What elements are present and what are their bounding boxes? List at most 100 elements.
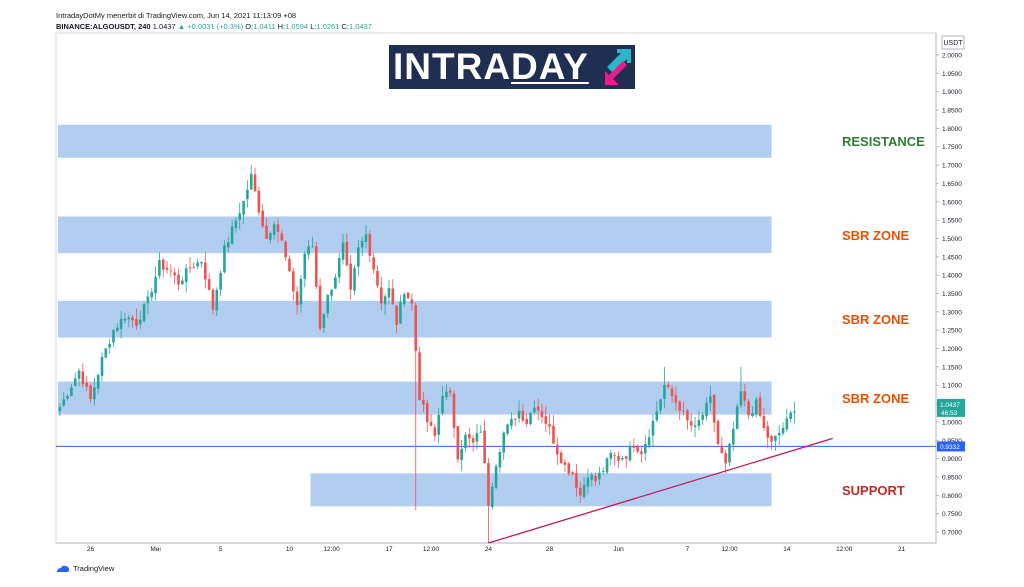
candle-body (181, 280, 184, 285)
candle-body (724, 453, 727, 464)
y-tick-label: 1.6000 (942, 199, 962, 206)
candle-body (605, 458, 609, 473)
candle-body (663, 384, 666, 399)
candle-body (380, 287, 383, 304)
candle-body (502, 432, 506, 453)
candle-body (525, 419, 528, 424)
candle-body (732, 428, 735, 445)
candle-body (353, 268, 356, 291)
candle-body (670, 388, 674, 396)
candle-body (96, 374, 100, 389)
candle-body (146, 296, 150, 304)
y-tick-label: 1.6500 (942, 181, 962, 188)
candle-body (475, 433, 479, 442)
candle-body (735, 406, 739, 429)
candle-body (269, 233, 272, 240)
candle-body (360, 240, 364, 248)
candle-body (632, 445, 636, 448)
candle-body (575, 472, 578, 488)
candle-body (85, 382, 88, 387)
candle-body (246, 189, 249, 200)
candle-body (402, 294, 406, 304)
candle-body (598, 472, 601, 480)
candle-body (376, 270, 379, 286)
candle-body (372, 257, 375, 270)
zone-band (57, 216, 772, 254)
y-tick-label: 1.2500 (942, 328, 962, 335)
candle-body (188, 267, 192, 269)
candle-body (131, 317, 134, 321)
zone-label: SUPPORT (842, 483, 905, 498)
candle-body (311, 246, 314, 248)
close-value: 1.0437 (349, 22, 372, 31)
candle-body (337, 258, 341, 278)
candle-body (112, 330, 115, 343)
candle-body (513, 418, 517, 420)
candle-body (471, 438, 475, 443)
candle-body (494, 466, 498, 488)
tradingview-footer[interactable]: TradingView (56, 564, 114, 573)
candle-body (387, 288, 391, 298)
candle-body (158, 259, 161, 276)
candle-body (299, 278, 303, 305)
candle-body (720, 445, 724, 454)
candle-body (678, 401, 682, 411)
candle-body (70, 387, 73, 396)
zone-label: RESISTANCE (842, 134, 925, 149)
candle-body (410, 299, 414, 304)
candle-body (173, 272, 176, 276)
zone-band (57, 381, 772, 415)
intraday-logo: INTRA DAY (389, 45, 635, 89)
zone-band (57, 124, 772, 158)
y-tick-label: 1.9500 (942, 71, 962, 78)
y-tick-label: 1.1500 (942, 364, 962, 371)
candle-body (184, 268, 188, 282)
candle-body (521, 410, 525, 421)
candle-body (517, 410, 521, 419)
candle-body (142, 304, 146, 322)
x-tick-label: 5 (219, 546, 223, 553)
x-tick-label: 24 (485, 546, 493, 553)
candle-body (617, 456, 620, 461)
candle-body (150, 292, 154, 298)
candle-body (709, 396, 712, 404)
candle-body (441, 396, 444, 414)
candle-body (674, 395, 678, 403)
candle-body (280, 233, 284, 241)
publisher-text: IntradayDotMy menerbit di TradingView.co… (56, 11, 297, 20)
candle-body (66, 396, 69, 399)
trendline (488, 437, 833, 544)
candle-body (640, 451, 643, 455)
candle-body (100, 356, 104, 376)
x-tick-label: 10 (286, 546, 294, 553)
candles-group (58, 165, 796, 543)
candle-body (785, 418, 789, 430)
candle-body (754, 399, 758, 415)
candle-body (571, 472, 574, 475)
candle-body (211, 289, 215, 310)
candle-body (609, 452, 613, 459)
candle-body (686, 410, 689, 421)
candle-body (58, 407, 62, 412)
candle-body (781, 427, 785, 434)
price-change: ▲ +0.0031 (+0.3%) (177, 22, 244, 31)
zone-label: SBR ZONE (842, 391, 910, 406)
candle-body (529, 412, 532, 425)
candle-body (651, 421, 655, 436)
candle-body (762, 416, 766, 428)
x-tick-label: 7 (686, 546, 690, 553)
y-tick-label: 1.8500 (942, 108, 962, 115)
low-value: 1.0261 (316, 22, 340, 31)
high-value: 1.0594 (285, 22, 309, 31)
candle-body (223, 245, 226, 273)
candle-body (357, 247, 360, 267)
candle-body (613, 454, 616, 456)
candle-body (552, 425, 555, 444)
candle-body (265, 225, 268, 239)
publisher-line: IntradayDotMy menerbit di TradingView.co… (56, 11, 296, 20)
candle-body (498, 451, 502, 468)
y-tick-label: 2.0000 (942, 53, 962, 60)
open-value: 1.0411 (253, 22, 276, 31)
y-tick-label: 0.9500 (942, 438, 962, 445)
